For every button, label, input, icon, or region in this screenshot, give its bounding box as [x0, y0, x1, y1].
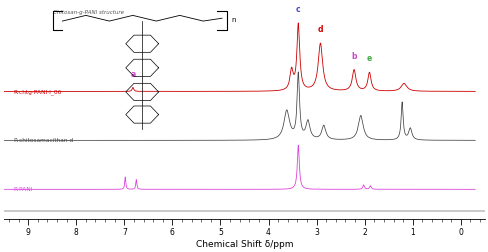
Text: R·chtg·PANI·I_06: R·chtg·PANI·I_06 — [14, 88, 62, 94]
Text: b: b — [350, 51, 356, 60]
Text: Chitosan-g-PANI structure: Chitosan-g-PANI structure — [53, 10, 124, 15]
Text: R·chitosamacithan·d: R·chitosamacithan·d — [14, 138, 74, 143]
Text: a: a — [130, 69, 135, 78]
X-axis label: Chemical Shift δ/ppm: Chemical Shift δ/ppm — [195, 239, 293, 248]
Text: e: e — [366, 54, 371, 63]
Text: c: c — [295, 5, 300, 14]
Text: d: d — [317, 25, 323, 34]
Text: n: n — [231, 17, 235, 23]
Text: R·PANI: R·PANI — [14, 186, 33, 191]
